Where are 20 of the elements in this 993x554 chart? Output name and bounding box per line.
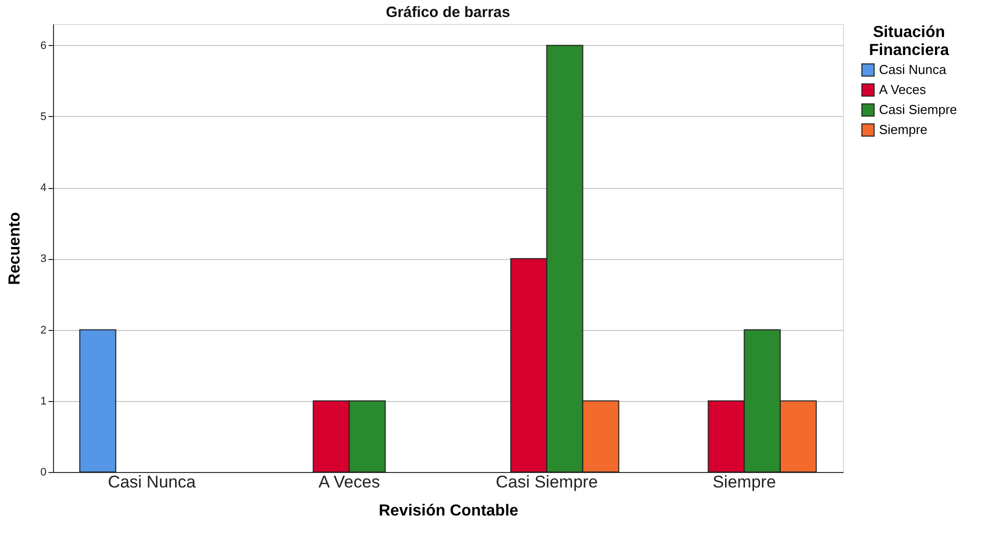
bar [79,329,116,472]
y-tick-label: 5 [40,110,46,123]
x-axis-title: Revisión Contable [378,502,518,520]
x-tick-label: Siempre [712,472,776,492]
legend-label: A Veces [879,82,926,97]
legend-label: Casi Nunca [879,62,947,77]
chart-title: Gráfico de barras [386,4,510,21]
legend-title: Situación Financiera [868,24,950,59]
y-tick-label: 1 [40,395,46,408]
y-tick-label: 4 [40,182,46,194]
y-tick-label: 3 [40,253,46,266]
y-tick-label: 6 [40,40,46,52]
legend-label: Casi Siempre [879,102,958,117]
x-tick-label: Casi Siempre [496,472,598,492]
legend-label: Siempre [879,122,928,137]
y-tick-label: 0 [40,466,46,478]
y-tick-label: 2 [40,324,46,336]
y-axis-title: Recuento [6,212,24,285]
x-tick-label: Casi Nunca [108,472,196,492]
x-tick-label: A Veces [318,472,380,492]
